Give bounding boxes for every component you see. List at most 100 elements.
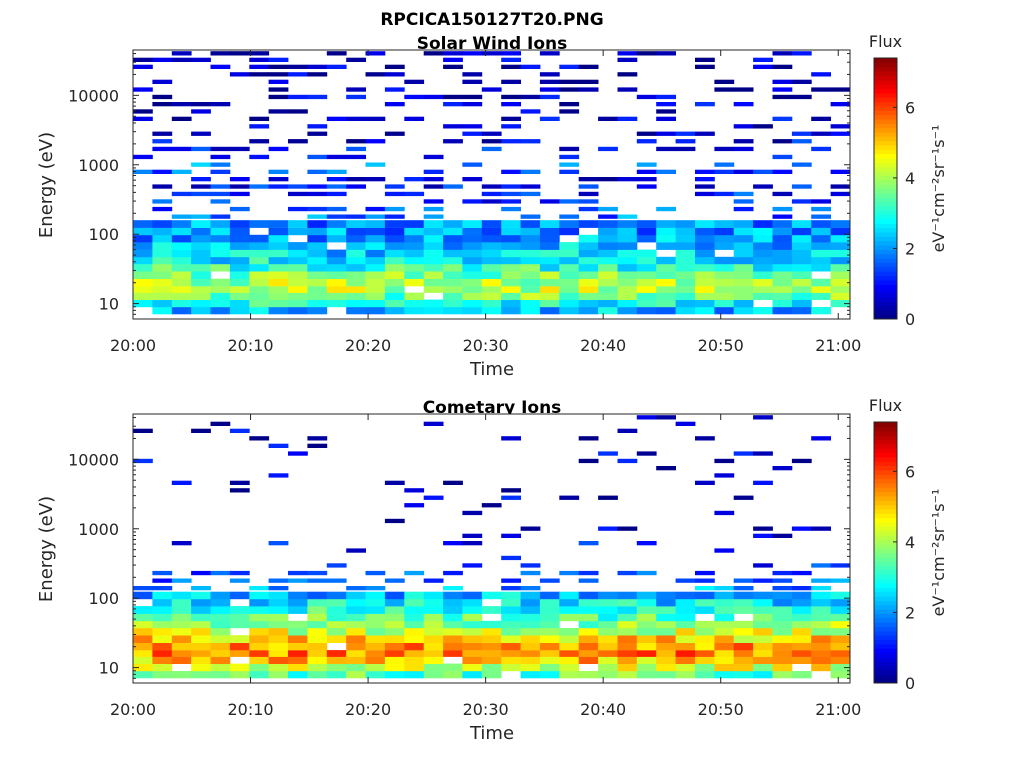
spectrogram-cell: [152, 671, 173, 679]
spectrogram: [133, 51, 851, 315]
spectrogram-cell: [171, 234, 192, 243]
spectrogram-cell: [733, 292, 754, 300]
spectrogram-cell: [423, 278, 444, 287]
spectrogram-cell: [443, 292, 463, 300]
colorbar-swatch: [874, 71, 897, 76]
y-tick-label: 1000: [78, 520, 119, 539]
spectrogram-cell: [443, 591, 463, 600]
spectrogram-cell: [559, 227, 580, 236]
spectrogram-cell: [229, 570, 250, 576]
spectrogram-cell: [404, 591, 425, 600]
spectrogram-cell: [481, 591, 502, 600]
spectrogram-cell: [539, 635, 560, 643]
spectrogram-cell: [171, 220, 192, 228]
spectrogram-cell: [268, 234, 289, 243]
spectrogram-cell: [539, 242, 560, 250]
spectrogram-cell: [443, 598, 463, 607]
spectrogram-cell: [791, 51, 812, 56]
spectrogram-cell: [598, 116, 618, 121]
spectrogram-cell: [772, 242, 793, 250]
spectrogram-cell: [772, 227, 793, 236]
spectrogram-cell: [152, 292, 173, 300]
spectrogram-cell: [307, 598, 328, 607]
spectrogram-cell: [307, 671, 328, 679]
spectrogram-cell: [423, 642, 444, 651]
spectrogram-cell: [462, 102, 483, 107]
spectrogram-cell: [539, 286, 560, 293]
spectrogram-cell: [326, 271, 347, 279]
spectrogram-cell: [229, 635, 250, 643]
spectrogram-cell: [501, 591, 521, 600]
spectrogram-cell: [772, 533, 793, 538]
colorbar-swatch: [874, 482, 897, 488]
colorbar-tick-label: 2: [905, 239, 915, 258]
spectrogram-cell: [152, 606, 173, 614]
colorbar-swatch: [874, 643, 897, 649]
colorbar-swatch: [874, 223, 897, 229]
spectrogram-cell: [191, 598, 211, 607]
spectrogram-cell: [830, 131, 851, 136]
spectrogram-cell: [423, 671, 444, 679]
spectrogram-cell: [501, 256, 521, 265]
spectrogram-cell: [791, 234, 812, 243]
spectrogram-cell: [559, 109, 580, 114]
spectrogram-cell: [462, 541, 483, 546]
spectrogram-cell: [229, 72, 250, 77]
spectrogram-cell: [559, 656, 580, 664]
spectrogram-cell: [191, 613, 211, 622]
spectrogram-cell: [559, 591, 580, 600]
spectrogram-cell: [481, 307, 502, 315]
spectrogram-cell: [520, 214, 541, 219]
spectrogram-cell: [326, 286, 347, 293]
colorbar-swatch: [874, 426, 897, 432]
spectrogram-cell: [830, 292, 851, 300]
spectrogram-cell: [695, 642, 715, 651]
spectrogram-cell: [695, 663, 715, 672]
spectrogram-cell: [656, 234, 676, 243]
spectrogram-cell: [539, 79, 560, 84]
spectrogram-cell: [171, 249, 192, 258]
spectrogram-cell: [559, 64, 580, 69]
spectrogram-cell: [365, 292, 386, 300]
spectrogram-cell: [675, 591, 696, 600]
spectrogram-cell: [501, 578, 521, 583]
spectrogram-cell: [753, 578, 773, 583]
spectrogram-cell: [772, 299, 793, 308]
spectrogram-cell: [171, 278, 192, 287]
spectrogram-cell: [268, 87, 289, 92]
spectrogram-cell: [617, 227, 638, 236]
spectrogram-cell: [443, 635, 463, 643]
spectrogram-cell: [288, 635, 308, 643]
spectrogram-cell: [133, 642, 153, 651]
spectrogram-cell: [288, 72, 308, 77]
colorbar-swatch: [874, 314, 897, 320]
spectrogram-cell: [811, 131, 831, 136]
spectrogram-cell: [636, 650, 657, 657]
spectrogram-cell: [753, 628, 773, 636]
spectrogram-cell: [443, 628, 463, 636]
colorbar-swatch: [874, 88, 897, 94]
spectrogram-cell: [191, 184, 211, 189]
colorbar-swatch: [874, 522, 897, 527]
spectrogram-cell: [210, 570, 231, 576]
spectrogram-cell: [268, 656, 289, 664]
spectrogram-cell: [268, 109, 289, 114]
spectrogram-cell: [520, 94, 541, 100]
spectrogram-cell: [772, 249, 793, 258]
spectrogram-cell: [830, 124, 851, 129]
colorbar-swatch: [874, 596, 897, 601]
spectrogram-cell: [152, 199, 173, 204]
spectrogram-cell: [365, 286, 386, 293]
spectrogram-cell: [346, 57, 366, 62]
spectrogram-cell: [830, 220, 851, 228]
spectrogram-cell: [598, 242, 618, 250]
spectrogram-cell: [307, 264, 328, 272]
spectrogram-cell: [229, 271, 250, 279]
spectrogram-cell: [578, 292, 599, 300]
spectrogram-cell: [307, 220, 328, 228]
spectrogram-cell: [791, 131, 812, 136]
spectrogram-cell: [365, 671, 386, 679]
spectrogram-cell: [675, 146, 696, 152]
spectrogram-cell: [462, 94, 483, 100]
spectrogram-cell: [695, 242, 715, 250]
